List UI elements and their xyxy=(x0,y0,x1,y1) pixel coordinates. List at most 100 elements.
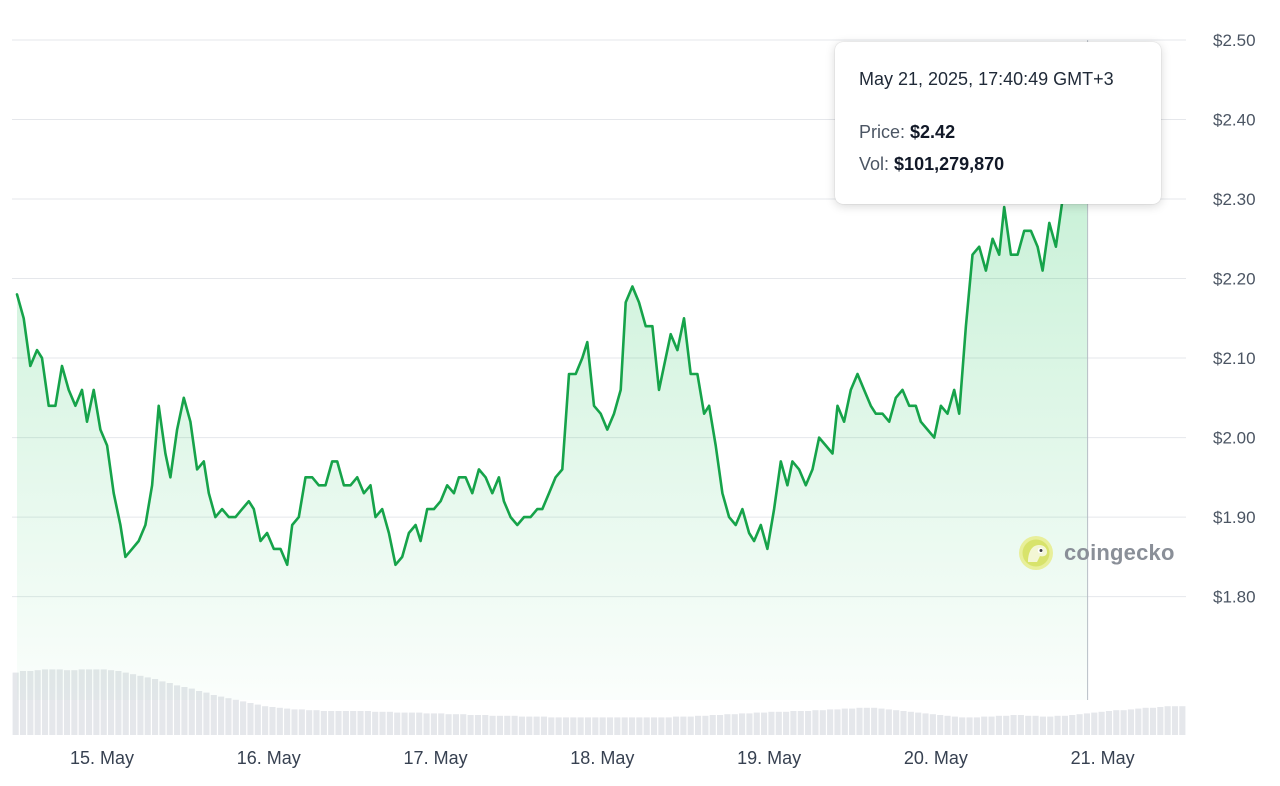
volume-bar xyxy=(658,717,665,735)
y-axis-ticks: $2.50 $2.40 $2.30 $2.20 $2.10 $2.00 $1.90 $1.80 xyxy=(1213,31,1256,607)
volume-bar xyxy=(504,715,511,735)
volume-bar xyxy=(694,715,702,735)
volume-bar xyxy=(100,669,107,735)
price-line-layer xyxy=(15,102,1089,567)
volume-bar xyxy=(709,715,716,735)
volume-bar xyxy=(408,712,415,735)
volume-bar xyxy=(262,706,269,735)
coingecko-gecko-icon xyxy=(1019,536,1053,570)
volume-bar xyxy=(1091,712,1098,735)
volume-bar xyxy=(188,688,195,735)
volume-bar xyxy=(386,711,393,735)
volume-bar xyxy=(944,715,951,735)
volume-bar xyxy=(599,717,606,735)
volume-bar xyxy=(232,699,239,735)
x-tick-label: 19. May xyxy=(737,748,801,768)
volume-bar xyxy=(812,710,819,735)
volume-bar xyxy=(1142,707,1149,735)
volume-bar xyxy=(849,708,856,735)
volume-bar xyxy=(401,712,408,735)
volume-bar xyxy=(247,703,254,735)
volume-bar xyxy=(988,716,995,735)
volume-bar xyxy=(863,707,870,735)
x-tick-label: 20. May xyxy=(904,748,968,768)
volume-bar xyxy=(467,715,474,735)
volume-bar xyxy=(628,717,636,735)
volume-bar xyxy=(665,717,672,735)
volume-bar xyxy=(805,711,812,735)
volume-bar xyxy=(438,713,445,735)
volume-bar xyxy=(511,715,518,735)
y-tick-label: $1.80 xyxy=(1213,588,1256,607)
volume-bar xyxy=(269,707,276,735)
volume-bar xyxy=(533,716,540,735)
volume-bar xyxy=(577,717,584,735)
y-tick-label: $2.50 xyxy=(1213,31,1256,50)
volume-bar xyxy=(41,669,49,735)
volume-bar xyxy=(1113,710,1120,735)
volume-bar xyxy=(342,711,349,735)
volume-bar xyxy=(937,715,944,735)
x-axis-ticks: 15. May 16. May 17. May 18. May 19. May 20. M… xyxy=(70,748,1135,768)
volume-bar xyxy=(394,712,401,735)
volume-bar xyxy=(761,712,768,735)
tooltip-price-value: $2.42 xyxy=(910,122,956,142)
volume-bar xyxy=(1076,714,1083,735)
volume-bar xyxy=(922,713,929,735)
y-tick-label: $1.90 xyxy=(1213,508,1256,527)
volume-bar xyxy=(753,712,760,735)
volume-bar xyxy=(364,711,371,735)
volume-bar xyxy=(159,681,166,735)
volume-bar xyxy=(555,717,562,735)
volume-bar xyxy=(350,711,357,735)
volume-bar xyxy=(768,711,775,735)
price-area-fill xyxy=(17,103,1088,701)
volume-bar xyxy=(335,711,342,735)
coingecko-watermark: coingecko xyxy=(1018,533,1175,573)
volume-bar xyxy=(606,717,614,735)
volume-bar xyxy=(790,711,797,735)
volume-bar xyxy=(680,716,687,735)
volume-bar xyxy=(1010,715,1017,735)
volume-bar xyxy=(687,716,694,735)
volume-bar xyxy=(210,695,217,735)
volume-bar xyxy=(973,717,980,735)
volume-bar xyxy=(357,711,364,735)
volume-bar xyxy=(474,715,481,735)
volume-bar xyxy=(313,710,320,735)
volume-bar xyxy=(152,679,159,735)
volume-bar xyxy=(1069,715,1076,735)
volume-bar xyxy=(276,707,283,735)
tooltip-vol-label: Vol: xyxy=(859,154,890,174)
volume-bar xyxy=(621,717,628,735)
volume-bar xyxy=(995,715,1002,735)
volume-bar xyxy=(907,711,914,735)
volume-bar xyxy=(526,716,533,735)
volume-bar xyxy=(93,669,100,735)
volume-bar xyxy=(856,707,863,735)
y-tick-label: $2.40 xyxy=(1213,110,1256,129)
volume-bar xyxy=(115,671,122,735)
volume-bar xyxy=(1025,715,1032,735)
volume-bar xyxy=(672,716,680,735)
volume-bar xyxy=(85,669,93,735)
volume-bar xyxy=(915,712,922,735)
volume-bar xyxy=(893,710,900,735)
tooltip-date: May 21, 2025, 17:40:49 GMT+3 xyxy=(859,69,1114,89)
volume-bar xyxy=(306,710,313,735)
tooltip-price-label: Price: xyxy=(859,122,906,142)
volume-bar xyxy=(181,687,188,735)
volume-bar xyxy=(1164,706,1171,735)
volume-bar xyxy=(518,716,526,735)
volume-bar xyxy=(107,670,115,735)
volume-bar xyxy=(218,696,225,735)
price-area xyxy=(17,103,1088,701)
volume-bar xyxy=(1179,706,1186,735)
volume-bar xyxy=(717,715,724,735)
volume-bar xyxy=(71,670,78,735)
volume-bar xyxy=(878,708,885,735)
volume-bar xyxy=(489,715,496,735)
volume-bar xyxy=(731,714,738,735)
